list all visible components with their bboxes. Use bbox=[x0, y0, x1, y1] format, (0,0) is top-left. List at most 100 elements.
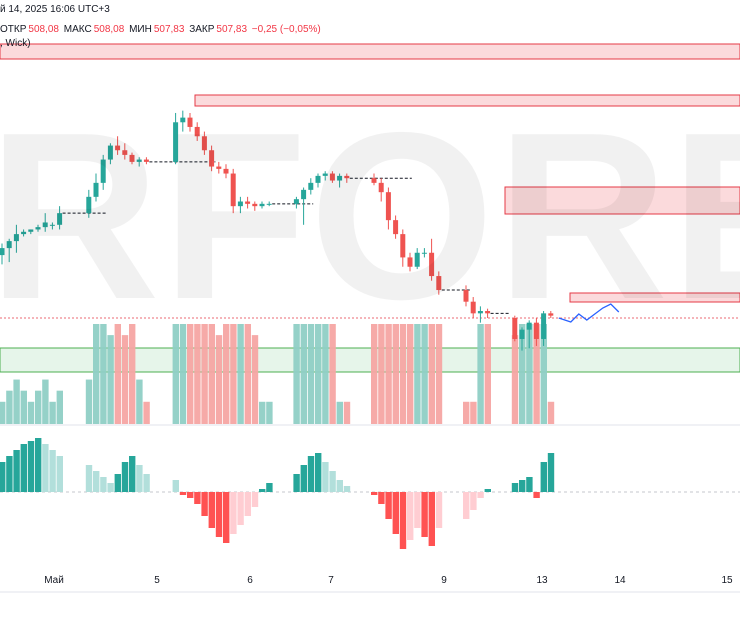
close-value: 507,83 bbox=[216, 24, 248, 35]
volume-bar bbox=[477, 324, 484, 424]
oscillator-bar bbox=[259, 489, 266, 492]
volume-bar bbox=[414, 324, 421, 424]
oscillator-bar bbox=[329, 471, 336, 492]
volume-bar bbox=[533, 324, 540, 424]
oscillator-bar bbox=[20, 444, 27, 492]
volume-bar bbox=[93, 324, 100, 424]
candle-body bbox=[512, 318, 518, 339]
x-tick-7: 7 bbox=[328, 575, 334, 586]
candle-body bbox=[301, 189, 307, 200]
candle-body bbox=[194, 126, 200, 137]
oscillator-bar bbox=[85, 465, 93, 492]
x-tick-14: 14 bbox=[614, 575, 626, 586]
oscillator-bar bbox=[136, 465, 143, 492]
oscillator-bar bbox=[343, 486, 351, 492]
oscillator-bar bbox=[201, 492, 208, 516]
candle-body bbox=[129, 154, 135, 162]
volume-bar bbox=[230, 324, 237, 424]
candle-body bbox=[485, 311, 491, 314]
candle-body bbox=[230, 173, 236, 207]
candle-body bbox=[378, 182, 384, 193]
candle-body bbox=[173, 122, 179, 162]
oscillator-bar bbox=[336, 480, 343, 492]
low-value: 507,83 bbox=[153, 24, 185, 35]
oscillator-bar bbox=[27, 441, 35, 492]
oscillator-bar bbox=[463, 492, 470, 519]
volume-bar bbox=[237, 324, 244, 424]
candle-body bbox=[421, 252, 427, 254]
oscillator-bar bbox=[56, 456, 63, 492]
x-tick-15: 15 bbox=[721, 575, 733, 586]
oscillator-bar bbox=[230, 492, 237, 534]
volume-bar bbox=[143, 401, 150, 424]
candle-body bbox=[180, 117, 186, 123]
volume-bar bbox=[484, 324, 491, 424]
candle-body bbox=[526, 322, 532, 330]
high-label: МАКС bbox=[63, 24, 92, 35]
volume-bar bbox=[223, 324, 230, 424]
candle-body bbox=[533, 322, 539, 339]
candle-body bbox=[86, 196, 92, 214]
candle-body bbox=[436, 276, 442, 291]
resistance-zone bbox=[194, 94, 740, 107]
indicator-legend: , Wick) bbox=[0, 38, 31, 49]
ohlc-readout: ОТКР 508,08 МАКС 508,08 МИН 507,83 ЗАКР 507,… bbox=[0, 24, 323, 35]
oscillator-bar bbox=[385, 492, 392, 519]
candle-body bbox=[216, 166, 222, 169]
volume-bar bbox=[336, 401, 343, 424]
volume-bar bbox=[129, 324, 136, 424]
oscillator-bar bbox=[484, 489, 491, 492]
candle-body bbox=[322, 173, 328, 176]
resistance-zone bbox=[0, 43, 740, 60]
oscillator-bar bbox=[244, 492, 251, 516]
oscillator-bar bbox=[172, 480, 179, 492]
watermark: RFOREX1 bbox=[0, 98, 740, 336]
volume-bar bbox=[399, 324, 407, 424]
low-label: МИН bbox=[129, 24, 152, 35]
candle-body bbox=[122, 150, 128, 155]
volume-bar bbox=[107, 335, 114, 424]
volume-bar bbox=[114, 324, 121, 424]
oscillator-bar bbox=[547, 453, 555, 492]
oscillator-bar bbox=[307, 456, 315, 492]
candle-body bbox=[371, 178, 377, 183]
volume-bar bbox=[215, 335, 223, 424]
candle-body bbox=[541, 313, 547, 339]
oscillator-bar bbox=[519, 480, 526, 492]
volume-bar bbox=[511, 335, 519, 424]
oscillator-bar bbox=[194, 492, 201, 504]
volume-bar bbox=[85, 379, 93, 424]
volume-bar bbox=[266, 401, 273, 424]
oscillator-bar bbox=[378, 492, 385, 504]
volume-bar bbox=[259, 401, 266, 424]
oscillator-bar bbox=[470, 492, 477, 510]
volume-bar bbox=[27, 401, 35, 424]
candle-body bbox=[470, 301, 476, 314]
candle-body bbox=[107, 145, 113, 160]
candle-body bbox=[315, 175, 321, 183]
oscillator-bar bbox=[414, 492, 421, 528]
candle-body bbox=[143, 159, 149, 162]
oscillator-bar bbox=[93, 471, 100, 492]
volume-bar bbox=[49, 401, 56, 424]
chart-date-header: й 14, 2025 16:06 UTC+3 bbox=[0, 4, 110, 15]
volume-bar bbox=[42, 379, 49, 424]
oscillator-bar bbox=[42, 444, 49, 492]
open-label: ОТКР bbox=[0, 24, 27, 35]
volume-bar bbox=[20, 390, 27, 424]
candle-body bbox=[293, 199, 299, 204]
volume-bar bbox=[378, 324, 385, 424]
volume-bar bbox=[6, 390, 13, 424]
oscillator-bar bbox=[399, 492, 407, 549]
volume-bar bbox=[519, 324, 526, 424]
candle-body bbox=[266, 203, 272, 205]
volume-bar bbox=[300, 324, 307, 424]
candle-body bbox=[136, 159, 142, 162]
oscillator-bar bbox=[315, 453, 322, 492]
candle-body bbox=[414, 252, 420, 267]
close-label: ЗАКР bbox=[189, 24, 215, 35]
volume-bar bbox=[121, 335, 129, 424]
oscillator-bar bbox=[179, 492, 187, 495]
candle-body bbox=[393, 220, 399, 235]
